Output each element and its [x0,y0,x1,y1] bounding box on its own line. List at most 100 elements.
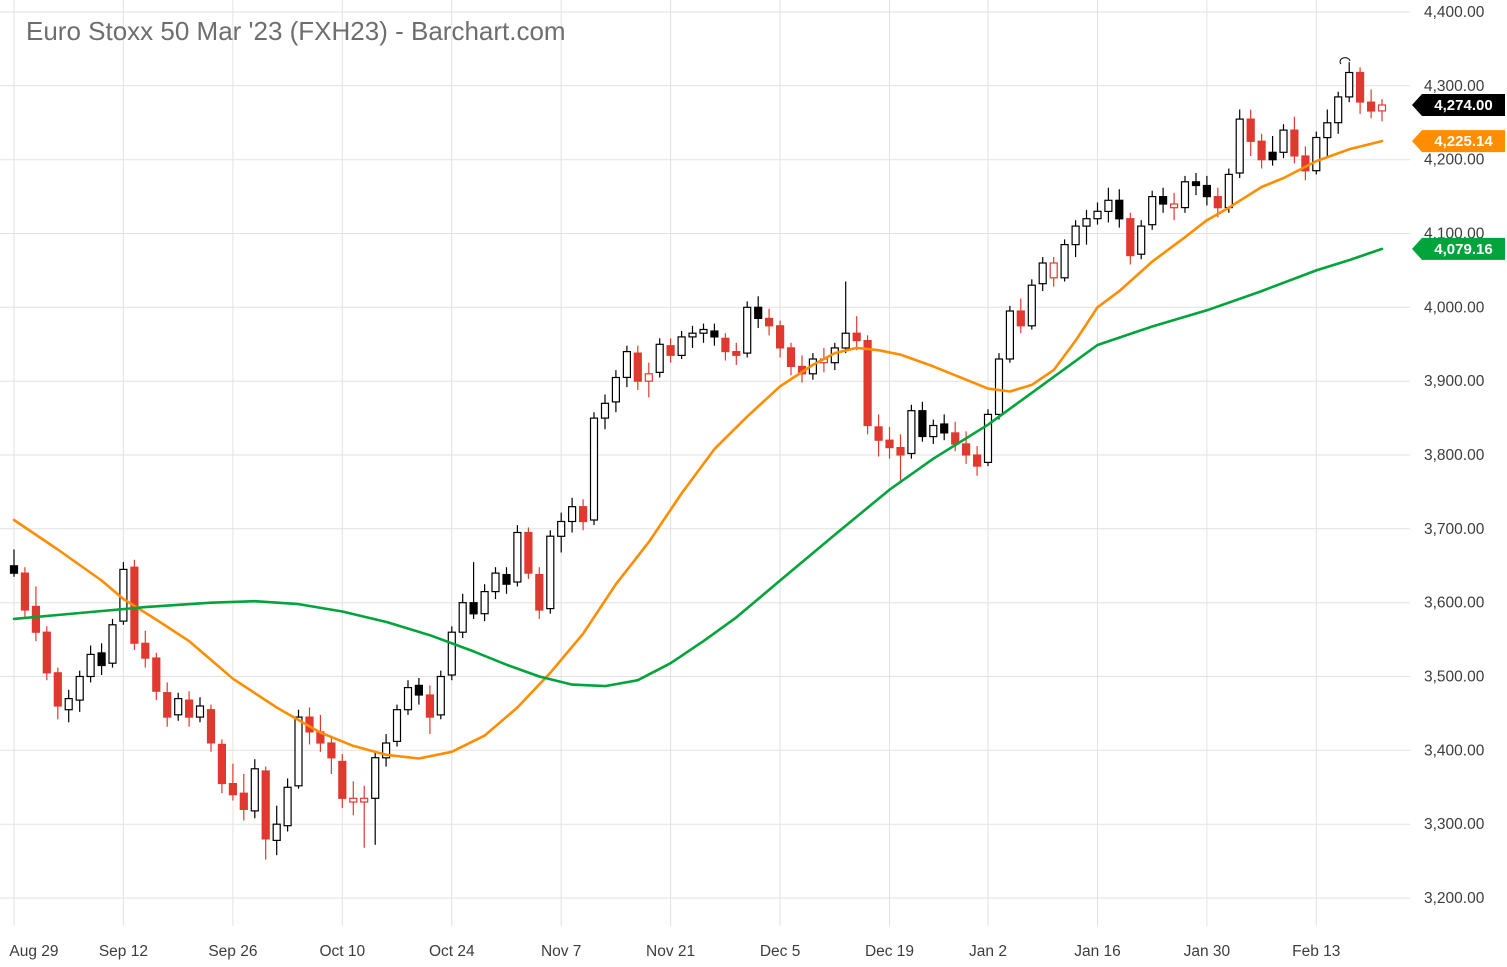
moving-average-slow-line [12,247,1384,688]
candle [392,704,402,747]
candle [710,323,719,346]
candle [64,689,73,723]
candle [206,704,216,752]
candle [360,785,369,848]
candle [1213,187,1222,218]
candle [600,394,610,430]
svg-text:4,225.14: 4,225.14 [1434,133,1493,150]
x-axis-label: Aug 29 [9,943,58,960]
candle [458,593,467,639]
candle [1366,89,1376,119]
candle [1071,220,1080,258]
y-axis-label: 3,200.00 [1424,890,1485,907]
candle [611,370,621,413]
candle [1137,220,1146,260]
x-axis-label: Oct 24 [429,943,475,960]
candle [294,709,303,789]
candle [53,667,62,720]
candle [86,645,95,683]
candle [874,414,883,457]
y-axis-label: 3,500.00 [1424,669,1485,686]
x-axis-label: Dec 19 [865,943,914,960]
candles [9,62,1387,860]
y-axis-label: 4,000.00 [1424,299,1485,316]
y-axis-label: 3,900.00 [1424,373,1485,390]
candle [666,338,675,363]
candle [567,497,577,533]
candle [863,335,872,435]
candle [327,735,336,774]
moving-average-fast-line [12,139,1384,760]
candle [425,685,434,735]
candle [786,342,796,376]
candle [239,774,248,821]
candle [743,301,752,358]
candle [841,281,850,354]
candle [1334,91,1343,134]
candle [1180,175,1190,213]
candle [217,739,226,794]
candle [1377,99,1387,122]
y-axis-label: 3,600.00 [1424,595,1485,612]
candle [546,530,555,614]
candle [918,401,927,442]
candle [447,626,456,681]
candle [1345,62,1354,103]
candle [1301,146,1310,181]
candle [535,567,544,619]
candle [1355,67,1365,114]
candle [1268,136,1277,166]
candle [283,778,292,832]
candle [1126,212,1135,265]
candle [677,331,686,359]
candle [633,345,642,390]
candle [1257,133,1266,169]
candle [97,643,106,675]
y-axis-label: 4,200.00 [1424,152,1485,169]
candle [929,419,938,444]
candle [1115,189,1124,228]
candle [1202,175,1212,206]
x-axis-label: Sep 12 [99,943,148,960]
candle [1027,279,1036,330]
candle [557,512,566,553]
candle [524,527,533,579]
candle [31,586,41,642]
candle [852,316,861,351]
candle [885,426,894,459]
candle [1016,298,1025,334]
candle [349,781,358,816]
candle [622,345,632,388]
candle [1191,173,1201,196]
candle [764,308,774,336]
candle [1279,124,1288,159]
candle [174,692,183,721]
candle [20,567,29,618]
candle [75,670,84,712]
candle [655,338,664,378]
y-axis-label: 3,300.00 [1424,816,1485,833]
candle [1104,187,1113,223]
svg-text:4,079.16: 4,079.16 [1434,241,1492,258]
y-axis-label: 3,400.00 [1424,742,1485,759]
candle [1005,305,1015,363]
candle [983,409,993,467]
candle [338,754,347,808]
candle [644,362,653,398]
candle [732,342,741,365]
candle [371,751,380,845]
ma-fast-price-flag: 4,225.14 [1412,130,1505,153]
candle [502,567,511,594]
x-axis-label: Jan 2 [969,943,1007,960]
candle [1148,190,1157,230]
candle [469,562,478,619]
candle [907,404,916,459]
x-axis-label: Nov 21 [646,943,695,960]
candle [382,734,391,767]
candle [1038,257,1047,292]
y-axis-label: 4,400.00 [1424,4,1485,21]
svg-text:4,274.00: 4,274.00 [1434,97,1492,114]
candle [1158,187,1168,213]
